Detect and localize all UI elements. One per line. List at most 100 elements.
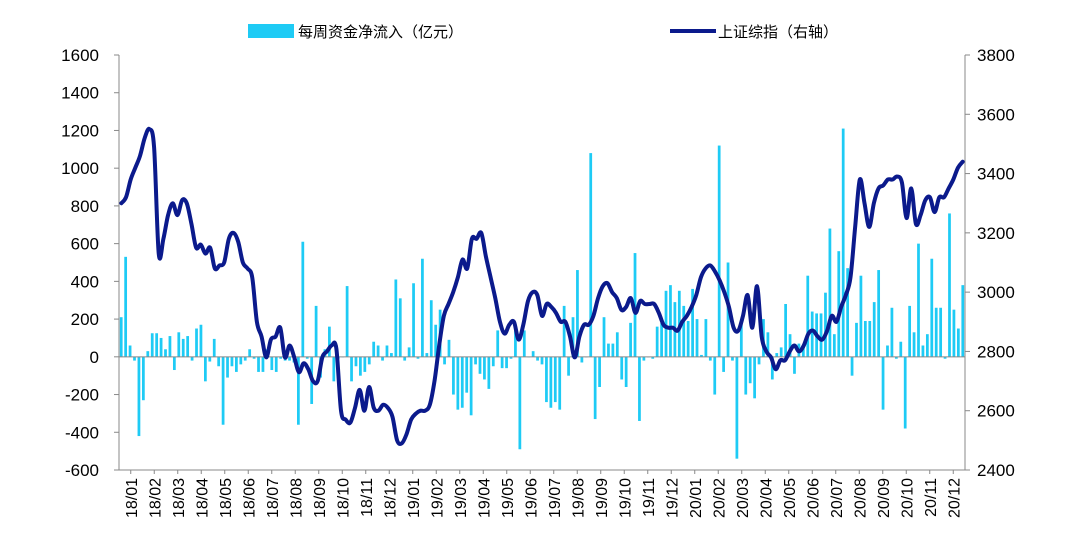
- x-tick-label: 18/02: [147, 478, 164, 518]
- inflow-bar: [877, 270, 881, 357]
- inflow-bar: [518, 356, 522, 450]
- inflow-bar: [562, 305, 566, 357]
- inflow-bar: [651, 356, 655, 359]
- inflow-bar: [691, 288, 694, 357]
- inflow-bar: [770, 356, 774, 380]
- inflow-bar: [828, 228, 832, 357]
- legend-bar-label: 每周资金净流入（亿元）: [298, 24, 463, 41]
- inflow-bar: [708, 356, 712, 361]
- x-tick-label: 20/03: [735, 478, 752, 518]
- left-tick-label: 0: [90, 348, 99, 367]
- inflow-bar: [483, 356, 486, 380]
- inflow-bar: [478, 356, 482, 374]
- inflow-bar: [660, 322, 663, 357]
- inflow-bar: [385, 345, 389, 357]
- right-tick-label: 3600: [977, 105, 1015, 124]
- inflow-bar: [859, 275, 863, 357]
- left-tick-label: 200: [71, 310, 99, 329]
- inflow-bar: [925, 334, 929, 357]
- inflow-bar: [948, 213, 951, 357]
- inflow-bar: [700, 354, 703, 357]
- inflow-bar: [199, 324, 203, 357]
- inflow-bar: [500, 356, 504, 369]
- shanghai-index-line: [119, 126, 965, 446]
- inflow-bar: [159, 337, 163, 357]
- inflow-bar: [469, 356, 473, 416]
- inflow-bar: [956, 328, 960, 357]
- inflow-bar: [363, 356, 367, 372]
- inflow-bar: [208, 356, 212, 362]
- inflow-bar: [279, 356, 283, 359]
- x-tick-label: 20/02: [711, 478, 728, 518]
- inflow-bar: [629, 322, 632, 357]
- index-series: [119, 126, 965, 446]
- inflow-bar: [301, 241, 305, 357]
- inflow-bar: [894, 356, 898, 359]
- inflow-bar: [713, 356, 717, 395]
- inflow-bar: [181, 338, 185, 357]
- inflow-bars: [119, 128, 965, 459]
- inflow-bar: [403, 356, 407, 361]
- inflow-bar: [137, 356, 141, 437]
- inflow-bar: [274, 356, 278, 372]
- x-tick-label: 19/12: [664, 478, 681, 518]
- x-tick-label: 18/05: [218, 478, 235, 518]
- inflow-bar: [345, 286, 349, 357]
- inflow-bar: [204, 356, 207, 382]
- inflow-bar: [239, 356, 243, 365]
- inflow-bar: [421, 258, 424, 357]
- inflow-bar: [195, 328, 198, 357]
- right-tick-label: 3400: [977, 165, 1015, 184]
- inflow-bar: [332, 356, 336, 382]
- inflow-bar: [912, 332, 916, 357]
- right-tick-label: 3200: [977, 224, 1015, 243]
- left-tick-label: 800: [71, 197, 99, 216]
- inflow-bar: [531, 351, 535, 357]
- inflow-bar: [655, 326, 659, 357]
- x-tick-label: 19/04: [476, 478, 493, 518]
- inflow-bar: [868, 320, 872, 357]
- inflow-bar: [589, 153, 593, 357]
- inflow-bar: [350, 356, 353, 382]
- inflow-bar: [243, 356, 247, 361]
- inflow-bar: [819, 313, 823, 357]
- x-tick-label: 20/08: [852, 478, 869, 518]
- left-tick-label: 1200: [61, 121, 99, 140]
- inflow-bar: [460, 356, 464, 408]
- inflow-bar: [305, 356, 309, 359]
- inflow-bar: [230, 356, 234, 367]
- inflow-bar: [775, 353, 779, 357]
- inflow-bar: [150, 333, 154, 357]
- inflow-bar: [252, 356, 256, 359]
- legend: 每周资金净流入（亿元） 上证综指（右轴）: [248, 24, 838, 41]
- inflow-bar: [381, 356, 384, 361]
- inflow-bar: [261, 356, 265, 372]
- inflow-bar: [788, 334, 792, 357]
- inflow-bar: [474, 356, 477, 365]
- inflow-bar: [793, 356, 796, 374]
- inflow-bar: [580, 356, 584, 363]
- inflow-bar: [434, 324, 438, 357]
- x-tick-label: 20/07: [829, 478, 846, 518]
- inflow-bar: [682, 305, 686, 357]
- inflow-bar: [549, 356, 553, 408]
- inflow-bar: [496, 330, 500, 357]
- x-tick-label: 18/08: [288, 478, 305, 518]
- inflow-bar: [704, 319, 708, 357]
- inflow-bar: [766, 332, 770, 357]
- inflow-bar: [168, 336, 172, 357]
- inflow-bar: [235, 356, 238, 372]
- inflow-bar: [930, 258, 934, 357]
- inflow-bar: [491, 356, 495, 367]
- inflow-bar: [695, 319, 699, 357]
- x-tick-label: 20/04: [758, 478, 775, 518]
- inflow-bar: [487, 356, 491, 389]
- x-tick-label: 18/01: [124, 478, 141, 518]
- inflow-bar: [624, 356, 628, 387]
- inflow-bar: [801, 347, 805, 357]
- x-tick-label: 18/09: [312, 478, 329, 518]
- inflow-bar: [806, 275, 810, 357]
- left-tick-label: -600: [65, 461, 99, 480]
- inflow-bar: [598, 356, 601, 387]
